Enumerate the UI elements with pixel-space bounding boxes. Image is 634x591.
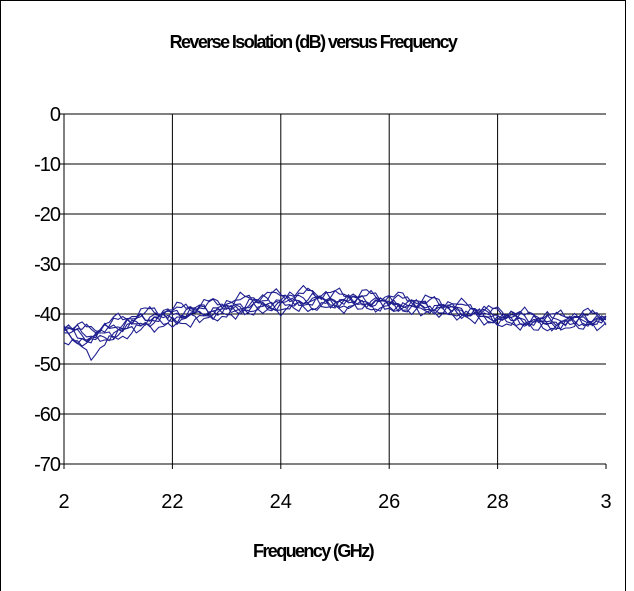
series-line bbox=[63, 287, 607, 335]
y-tick-label: -30 bbox=[34, 254, 61, 276]
x-axis-label: Frequency (GHz) bbox=[252, 541, 375, 561]
series-line bbox=[63, 284, 607, 333]
series-line bbox=[63, 297, 607, 362]
series-line bbox=[63, 299, 607, 339]
y-tick-label: -70 bbox=[34, 454, 61, 476]
y-tick-label: -40 bbox=[34, 304, 61, 326]
x-tick-label: 3 bbox=[600, 491, 611, 513]
y-tick-label: -50 bbox=[34, 354, 61, 376]
x-tick-label: 24 bbox=[270, 491, 292, 513]
x-tick-label: 22 bbox=[161, 491, 183, 513]
x-tick-label: 2 bbox=[58, 491, 69, 513]
y-tick-label: -20 bbox=[34, 204, 61, 226]
y-tick-label: -10 bbox=[34, 154, 61, 176]
series-line bbox=[63, 297, 607, 345]
y-tick-label: -60 bbox=[34, 404, 61, 426]
y-tick-label: 0 bbox=[50, 104, 61, 126]
chart-title: Reverse Isolation (dB) versus Frequency bbox=[169, 32, 458, 52]
x-tick-label: 26 bbox=[378, 491, 400, 513]
x-tick-label: 28 bbox=[486, 491, 508, 513]
